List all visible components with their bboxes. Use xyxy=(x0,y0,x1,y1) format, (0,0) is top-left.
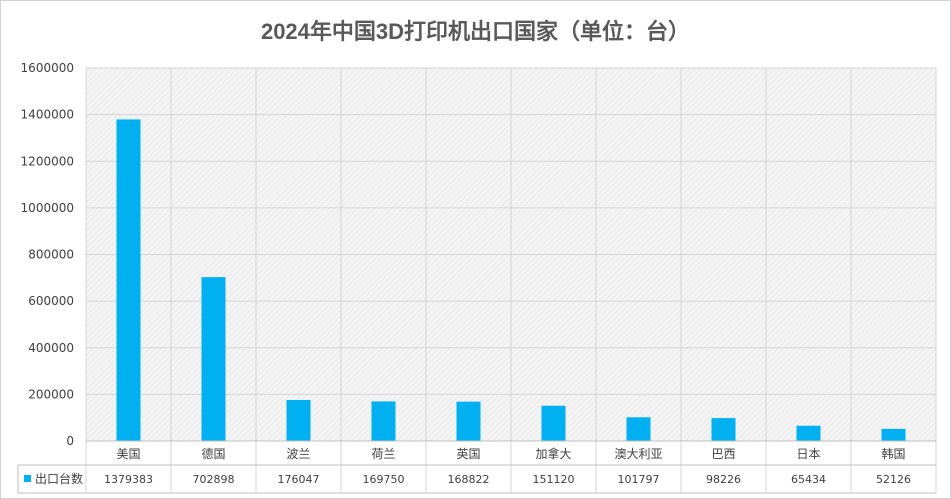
bar xyxy=(796,425,821,441)
y-tick-label: 1600000 xyxy=(21,61,74,75)
category-label: 澳大利亚 xyxy=(614,447,662,461)
data-table-value: 98226 xyxy=(706,473,741,486)
chart-title: 2024年中国3D打印机出口国家（单位：台） xyxy=(260,19,691,44)
data-table-value: 52126 xyxy=(876,473,911,486)
legend-swatch xyxy=(24,475,31,482)
bar xyxy=(201,277,226,441)
y-tick-label: 1400000 xyxy=(21,108,74,122)
data-table-value: 168822 xyxy=(448,473,490,486)
category-label: 日本 xyxy=(796,447,820,461)
category-label: 德国 xyxy=(201,446,225,461)
data-table-value: 151120 xyxy=(533,473,575,486)
y-axis-tick-labels: 0 200000 400000 600000 800000 1000000 1200000 1… xyxy=(21,61,74,448)
category-label: 荷兰 xyxy=(371,447,395,461)
data-table-value: 702898 xyxy=(193,473,235,486)
bar xyxy=(456,401,481,441)
bar xyxy=(626,417,651,441)
category-label: 巴西 xyxy=(711,447,735,461)
data-table-value: 101797 xyxy=(618,473,660,486)
bar-series xyxy=(116,119,906,441)
bar xyxy=(116,119,141,441)
category-label: 波兰 xyxy=(286,447,310,461)
data-table-value: 169750 xyxy=(363,473,405,486)
bar xyxy=(711,418,736,441)
y-tick-label: 0 xyxy=(66,434,74,448)
data-table: 出口台数 美国 1379383 德国 702898 波兰 176047 荷兰 169750 英国 1… xyxy=(17,440,936,494)
category-label: 英国 xyxy=(456,447,480,461)
y-tick-label: 400000 xyxy=(28,341,74,355)
y-tick-label: 1000000 xyxy=(21,201,74,215)
category-label: 韩国 xyxy=(881,446,905,461)
bar xyxy=(541,405,566,441)
y-tick-label: 800000 xyxy=(28,248,74,262)
category-label: 美国 xyxy=(116,447,140,461)
bar xyxy=(881,428,906,441)
y-tick-label: 200000 xyxy=(28,387,74,401)
legend-label: 出口台数 xyxy=(35,471,83,486)
category-label: 加拿大 xyxy=(535,446,571,461)
bar xyxy=(286,399,311,441)
y-tick-label: 1200000 xyxy=(21,154,74,168)
data-table-value: 1379383 xyxy=(104,473,153,486)
bar xyxy=(371,401,396,441)
y-tick-label: 600000 xyxy=(28,294,74,308)
data-table-value: 176047 xyxy=(278,473,320,486)
data-table-value: 65434 xyxy=(791,473,826,486)
